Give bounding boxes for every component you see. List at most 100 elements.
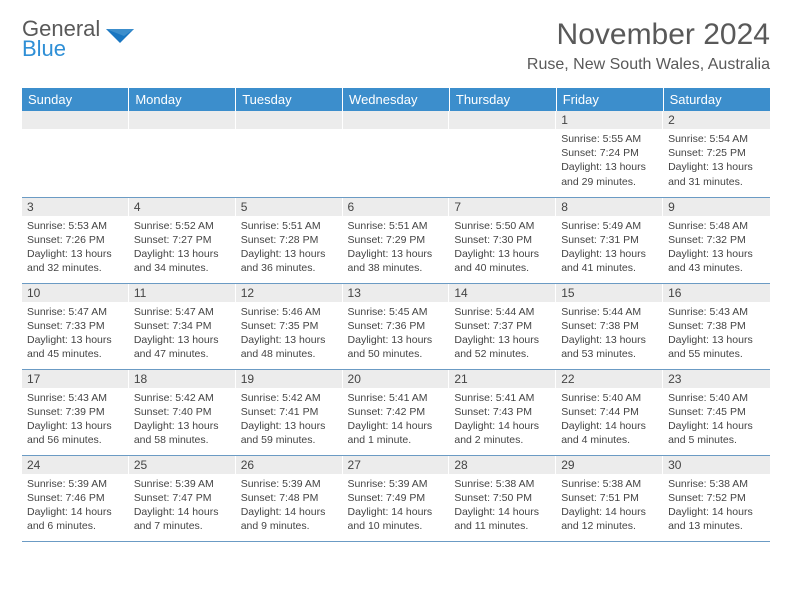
sunrise-text: Sunrise: 5:52 AM	[134, 219, 231, 233]
sunrise-text: Sunrise: 5:39 AM	[27, 477, 124, 491]
day-number: 8	[556, 198, 663, 216]
calendar-day-cell	[22, 111, 129, 197]
month-title: November 2024	[527, 18, 770, 52]
sunset-text: Sunset: 7:32 PM	[668, 233, 765, 247]
day-details: Sunrise: 5:45 AMSunset: 7:36 PMDaylight:…	[343, 302, 450, 366]
sunrise-text: Sunrise: 5:47 AM	[134, 305, 231, 319]
sunset-text: Sunset: 7:50 PM	[454, 491, 551, 505]
calendar-day-cell: 3Sunrise: 5:53 AMSunset: 7:26 PMDaylight…	[22, 197, 129, 283]
calendar-day-cell: 23Sunrise: 5:40 AMSunset: 7:45 PMDayligh…	[663, 369, 770, 455]
calendar-day-cell: 22Sunrise: 5:40 AMSunset: 7:44 PMDayligh…	[556, 369, 663, 455]
day-number: 27	[343, 456, 450, 474]
calendar-day-cell: 28 Sunrise: 5:38 AMSunset: 7:50 PMDayligh…	[449, 455, 556, 541]
day-number: 24	[22, 456, 129, 474]
sunrise-text: Sunrise: 5:44 AM	[454, 305, 551, 319]
day-details: Sunrise: 5:39 AMSunset: 7:46 PMDaylight:…	[22, 474, 129, 538]
weekday-header: Tuesday	[236, 88, 343, 111]
sunset-text: Sunset: 7:25 PM	[668, 146, 765, 160]
sunset-text: Sunset: 7:44 PM	[561, 405, 658, 419]
sunset-text: Sunset: 7:35 PM	[241, 319, 338, 333]
calendar-day-cell: 20Sunrise: 5:41 AMSunset: 7:42 PMDayligh…	[343, 369, 450, 455]
sunset-text: Sunset: 7:29 PM	[348, 233, 445, 247]
sunset-text: Sunset: 7:47 PM	[134, 491, 231, 505]
daylight-text: Daylight: 13 hours and 41 minutes.	[561, 247, 658, 275]
day-details: Sunrise: 5:44 AMSunset: 7:37 PMDaylight:…	[449, 302, 556, 366]
sunrise-text: Sunrise: 5:42 AM	[134, 391, 231, 405]
day-number: 3	[22, 198, 129, 216]
day-number: 1	[556, 111, 663, 129]
day-number: 12	[236, 284, 343, 302]
day-details: Sunrise: 5:54 AMSunset: 7:25 PMDaylight:…	[663, 129, 770, 193]
sunrise-text: Sunrise: 5:49 AM	[561, 219, 658, 233]
sunset-text: Sunset: 7:49 PM	[348, 491, 445, 505]
calendar-day-cell	[129, 111, 236, 197]
calendar-day-cell	[343, 111, 450, 197]
daylight-text: Daylight: 14 hours and 11 minutes.	[454, 505, 551, 533]
daylight-text: Daylight: 14 hours and 13 minutes.	[668, 505, 765, 533]
calendar-day-cell: 15Sunrise: 5:44 AMSunset: 7:38 PMDayligh…	[556, 283, 663, 369]
sunrise-text: Sunrise: 5:40 AM	[668, 391, 765, 405]
day-details: Sunrise: 5:55 AMSunset: 7:24 PMDaylight:…	[556, 129, 663, 193]
calendar-body: 1Sunrise: 5:55 AMSunset: 7:24 PMDaylight…	[22, 111, 770, 541]
sunrise-text: Sunrise: 5:38 AM	[454, 477, 551, 491]
sunrise-text: Sunrise: 5:39 AM	[241, 477, 338, 491]
day-number	[129, 111, 236, 129]
sunset-text: Sunset: 7:46 PM	[27, 491, 124, 505]
daylight-text: Daylight: 13 hours and 48 minutes.	[241, 333, 338, 361]
daylight-text: Daylight: 13 hours and 50 minutes.	[348, 333, 445, 361]
day-number: 26	[236, 456, 343, 474]
calendar-week-row: 1Sunrise: 5:55 AMSunset: 7:24 PMDaylight…	[22, 111, 770, 197]
day-number: 18	[129, 370, 236, 388]
calendar-day-cell	[449, 111, 556, 197]
day-details: Sunrise: 5:39 AMSunset: 7:47 PMDaylight:…	[129, 474, 236, 538]
sunset-text: Sunset: 7:24 PM	[561, 146, 658, 160]
sunrise-text: Sunrise: 5:44 AM	[561, 305, 658, 319]
day-number: 11	[129, 284, 236, 302]
day-number: 28	[449, 456, 556, 474]
sunset-text: Sunset: 7:39 PM	[27, 405, 124, 419]
sunrise-text: Sunrise: 5:39 AM	[348, 477, 445, 491]
calendar-day-cell: 19Sunrise: 5:42 AMSunset: 7:41 PMDayligh…	[236, 369, 343, 455]
day-number	[343, 111, 450, 129]
day-number: 21	[449, 370, 556, 388]
day-details: Sunrise: 5:43 AMSunset: 7:38 PMDaylight:…	[663, 302, 770, 366]
day-number: 6	[343, 198, 450, 216]
day-details: Sunrise: 5:40 AMSunset: 7:45 PMDaylight:…	[663, 388, 770, 452]
daylight-text: Daylight: 13 hours and 56 minutes.	[27, 419, 124, 447]
daylight-text: Daylight: 13 hours and 45 minutes.	[27, 333, 124, 361]
title-block: November 2024 Ruse, New South Wales, Aus…	[527, 18, 770, 74]
daylight-text: Daylight: 13 hours and 58 minutes.	[134, 419, 231, 447]
sunrise-text: Sunrise: 5:50 AM	[454, 219, 551, 233]
sunset-text: Sunset: 7:38 PM	[561, 319, 658, 333]
day-number: 9	[663, 198, 770, 216]
sunset-text: Sunset: 7:40 PM	[134, 405, 231, 419]
calendar-day-cell: 10Sunrise: 5:47 AMSunset: 7:33 PMDayligh…	[22, 283, 129, 369]
day-details: Sunrise: 5:41 AMSunset: 7:42 PMDaylight:…	[343, 388, 450, 452]
header: General Blue November 2024 Ruse, New Sou…	[22, 18, 770, 74]
day-details: Sunrise: 5:39 AMSunset: 7:49 PMDaylight:…	[343, 474, 450, 538]
logo: General Blue	[22, 18, 138, 60]
day-number: 15	[556, 284, 663, 302]
day-details: Sunrise: 5:41 AMSunset: 7:43 PMDaylight:…	[449, 388, 556, 452]
calendar-day-cell: 30Sunrise: 5:38 AMSunset: 7:52 PMDayligh…	[663, 455, 770, 541]
calendar-table: Sunday Monday Tuesday Wednesday Thursday…	[22, 88, 770, 542]
day-number: 19	[236, 370, 343, 388]
calendar-week-row: 10Sunrise: 5:47 AMSunset: 7:33 PMDayligh…	[22, 283, 770, 369]
weekday-header: Thursday	[449, 88, 556, 111]
sunset-text: Sunset: 7:34 PM	[134, 319, 231, 333]
sunset-text: Sunset: 7:45 PM	[668, 405, 765, 419]
daylight-text: Daylight: 13 hours and 32 minutes.	[27, 247, 124, 275]
sunrise-text: Sunrise: 5:51 AM	[348, 219, 445, 233]
daylight-text: Daylight: 13 hours and 31 minutes.	[668, 160, 765, 188]
calendar-day-cell: 8Sunrise: 5:49 AMSunset: 7:31 PMDaylight…	[556, 197, 663, 283]
day-details: Sunrise: 5:42 AMSunset: 7:41 PMDaylight:…	[236, 388, 343, 452]
calendar-header-row: Sunday Monday Tuesday Wednesday Thursday…	[22, 88, 770, 111]
day-details: Sunrise: 5:38 AMSunset: 7:52 PMDaylight:…	[663, 474, 770, 538]
sunset-text: Sunset: 7:41 PM	[241, 405, 338, 419]
day-details: Sunrise: 5:40 AMSunset: 7:44 PMDaylight:…	[556, 388, 663, 452]
sunset-text: Sunset: 7:42 PM	[348, 405, 445, 419]
calendar-day-cell: 7Sunrise: 5:50 AMSunset: 7:30 PMDaylight…	[449, 197, 556, 283]
day-number: 13	[343, 284, 450, 302]
daylight-text: Daylight: 14 hours and 5 minutes.	[668, 419, 765, 447]
daylight-text: Daylight: 13 hours and 29 minutes.	[561, 160, 658, 188]
